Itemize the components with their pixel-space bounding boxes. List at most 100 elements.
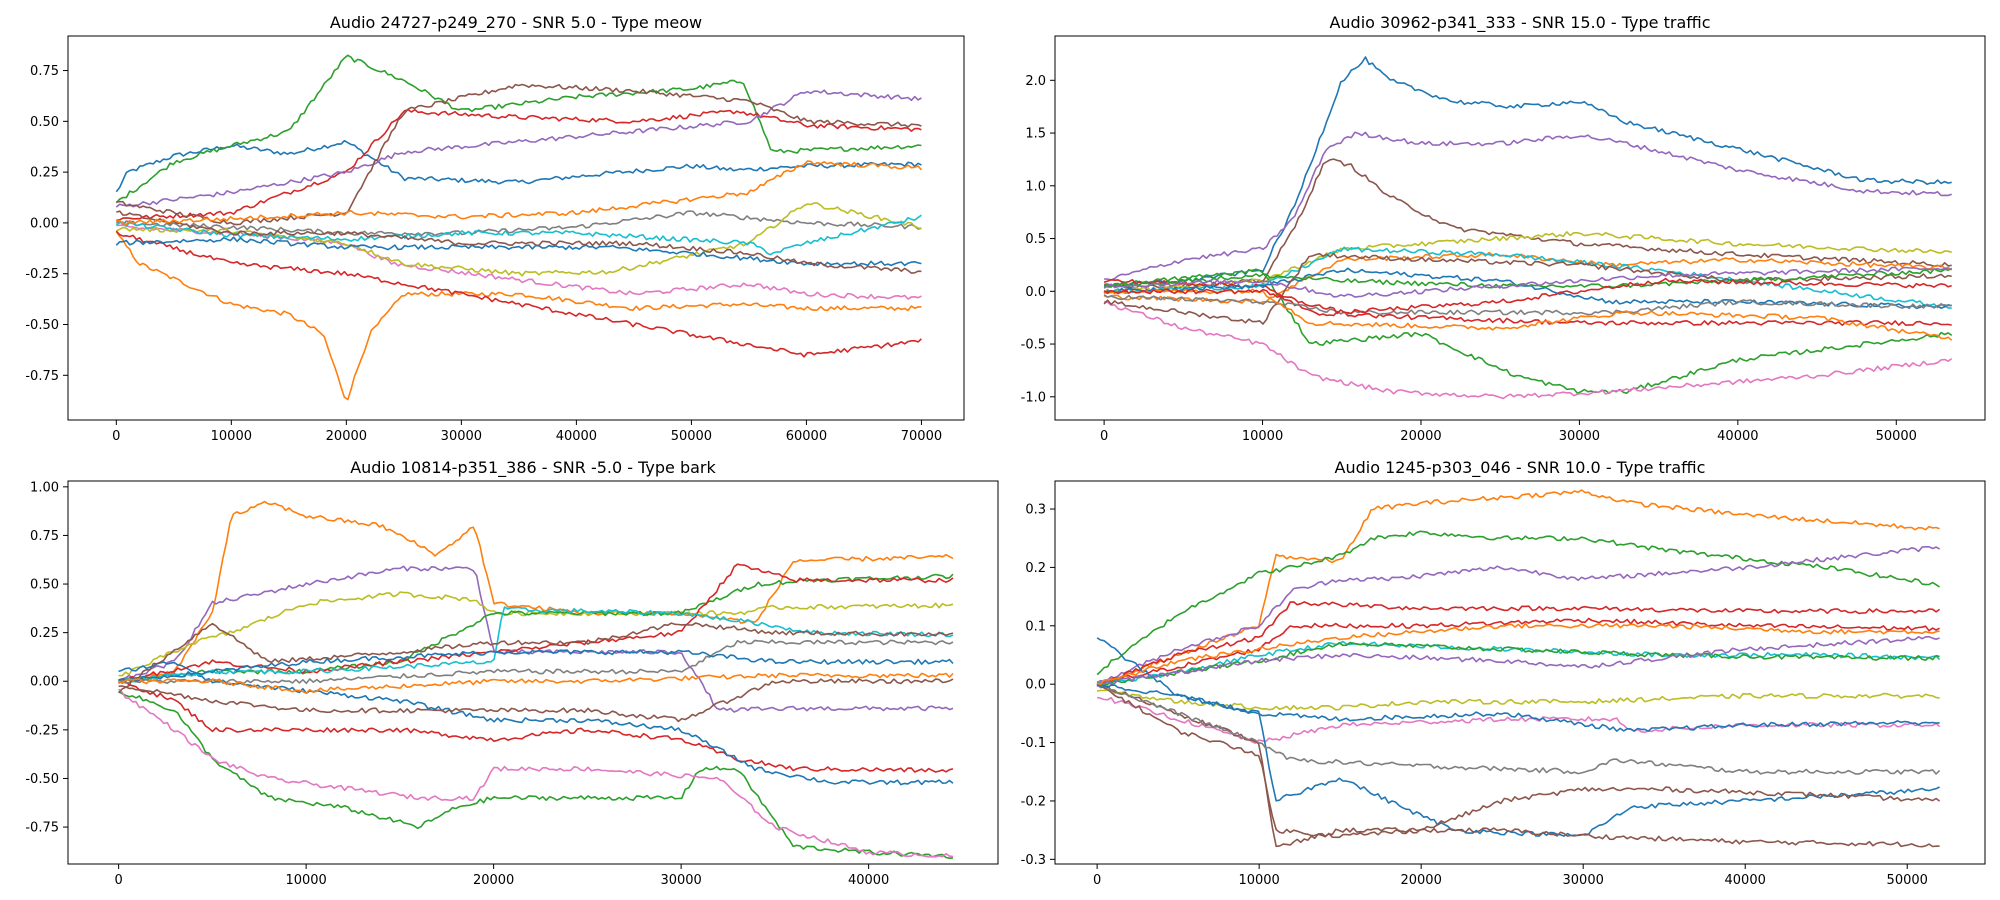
x-tick-label: 0 <box>1100 429 1108 444</box>
y-tick-label: 0.1 <box>1025 619 1046 634</box>
series-line <box>1104 56 1952 288</box>
series-line <box>118 661 954 786</box>
y-tick-label: 0.5 <box>1025 232 1046 247</box>
y-tick-label: 1.0 <box>1025 179 1046 194</box>
series-line <box>1096 683 1941 839</box>
series-line <box>1096 683 1940 848</box>
series-line <box>118 606 954 683</box>
x-tick-label: 30000 <box>660 873 701 888</box>
x-tick-label: 40000 <box>1717 429 1758 444</box>
x-tick-label: 10000 <box>1242 429 1283 444</box>
series-line <box>115 214 922 256</box>
y-tick-label: 1.5 <box>1025 127 1046 142</box>
series-line <box>1096 640 1941 686</box>
subplot-title: Audio 1245-p303_046 - SNR 10.0 - Type tr… <box>1335 458 1706 478</box>
x-tick-label: 50000 <box>671 429 712 444</box>
subplot-title: Audio 10814-p351_386 - SNR -5.0 - Type b… <box>350 458 716 478</box>
x-tick-label: 0 <box>114 873 122 888</box>
series-line <box>1103 294 1952 316</box>
series-line <box>1103 231 1952 294</box>
subplot-2: Audio 30962-p341_333 - SNR 15.0 - Type t… <box>1021 13 1986 444</box>
x-tick-label: 60000 <box>786 429 827 444</box>
series-line <box>118 649 954 682</box>
series-line <box>1097 601 1941 684</box>
series-line <box>1104 131 1952 281</box>
y-tick-label: 0.50 <box>30 578 59 593</box>
series-line <box>118 639 954 685</box>
series-line <box>118 688 954 858</box>
series-line <box>116 160 923 226</box>
series-line <box>115 89 922 208</box>
series-line <box>118 622 954 694</box>
y-tick-label: 0.75 <box>30 64 59 79</box>
series-line <box>1096 683 1941 775</box>
plot-area <box>1103 56 1953 400</box>
series-line <box>1097 684 1940 732</box>
x-tick-label: 10000 <box>211 429 252 444</box>
series-line <box>1097 641 1940 687</box>
y-tick-label: 2.0 <box>1025 74 1046 89</box>
y-tick-label: 0.0 <box>1025 285 1046 300</box>
y-tick-label: 0.75 <box>30 529 59 544</box>
series-line <box>115 210 922 237</box>
y-tick-label: 0.3 <box>1025 503 1046 518</box>
y-tick-label: 0.00 <box>30 675 59 690</box>
plot-area <box>115 54 923 401</box>
series-line <box>1096 622 1940 686</box>
plot-area <box>117 500 954 859</box>
x-tick-label: 20000 <box>1400 429 1441 444</box>
y-tick-label: -0.3 <box>1021 853 1046 868</box>
x-tick-label: 10000 <box>285 873 326 888</box>
x-tick-label: 30000 <box>1559 429 1600 444</box>
series-line <box>118 690 954 859</box>
y-tick-label: 0.00 <box>30 216 59 231</box>
axes-frame <box>1054 480 1986 865</box>
x-tick-label: 20000 <box>473 873 514 888</box>
x-tick-label: 0 <box>1093 873 1101 888</box>
series-line <box>1096 617 1940 685</box>
series-line <box>116 210 922 274</box>
series-line <box>115 202 922 277</box>
y-tick-label: -0.1 <box>1021 736 1046 751</box>
series-line <box>1103 267 1953 289</box>
series-line <box>118 678 954 723</box>
series-line <box>1096 546 1940 687</box>
y-tick-label: -0.75 <box>25 369 59 384</box>
series-line <box>116 83 922 226</box>
subplot-title: Audio 30962-p341_333 - SNR 15.0 - Type t… <box>1329 13 1710 33</box>
series-line <box>118 573 954 684</box>
x-tick-label: 40000 <box>848 873 889 888</box>
series-line <box>1103 266 1952 298</box>
y-tick-label: -1.0 <box>1021 390 1046 405</box>
axes-frame <box>1054 35 1986 421</box>
series-line <box>115 54 922 204</box>
x-tick-label: 50000 <box>1887 873 1928 888</box>
series-line <box>118 500 954 684</box>
y-tick-label: 0.2 <box>1025 561 1046 576</box>
subplot-1: Audio 24727-p249_270 - SNR 5.0 - Type me… <box>25 13 965 444</box>
y-tick-label: 0.25 <box>30 166 59 181</box>
series-line <box>115 231 922 401</box>
axes-frame <box>67 35 965 421</box>
series-line <box>1103 300 1953 400</box>
x-tick-label: 50000 <box>1876 429 1917 444</box>
y-tick-label: 0.50 <box>30 115 59 130</box>
y-tick-label: 1.00 <box>30 480 59 495</box>
y-tick-label: -0.25 <box>25 723 59 738</box>
series-line <box>115 236 922 267</box>
axes-frame <box>67 480 999 865</box>
x-tick-label: 40000 <box>556 429 597 444</box>
series-line <box>118 591 954 677</box>
series-line <box>118 672 954 694</box>
y-tick-label: 0.25 <box>30 626 59 641</box>
x-tick-label: 20000 <box>1400 873 1441 888</box>
y-tick-label: -0.25 <box>25 267 59 282</box>
series-line <box>1096 530 1941 676</box>
y-tick-label: -0.50 <box>25 772 59 787</box>
x-tick-label: 70000 <box>901 429 942 444</box>
y-tick-label: 0.0 <box>1025 678 1046 693</box>
series-line <box>1104 268 1953 394</box>
y-tick-label: -0.75 <box>25 821 59 836</box>
subplot-3: Audio 10814-p351_386 - SNR -5.0 - Type b… <box>25 458 999 888</box>
subplot-title: Audio 24727-p249_270 - SNR 5.0 - Type me… <box>330 13 702 33</box>
